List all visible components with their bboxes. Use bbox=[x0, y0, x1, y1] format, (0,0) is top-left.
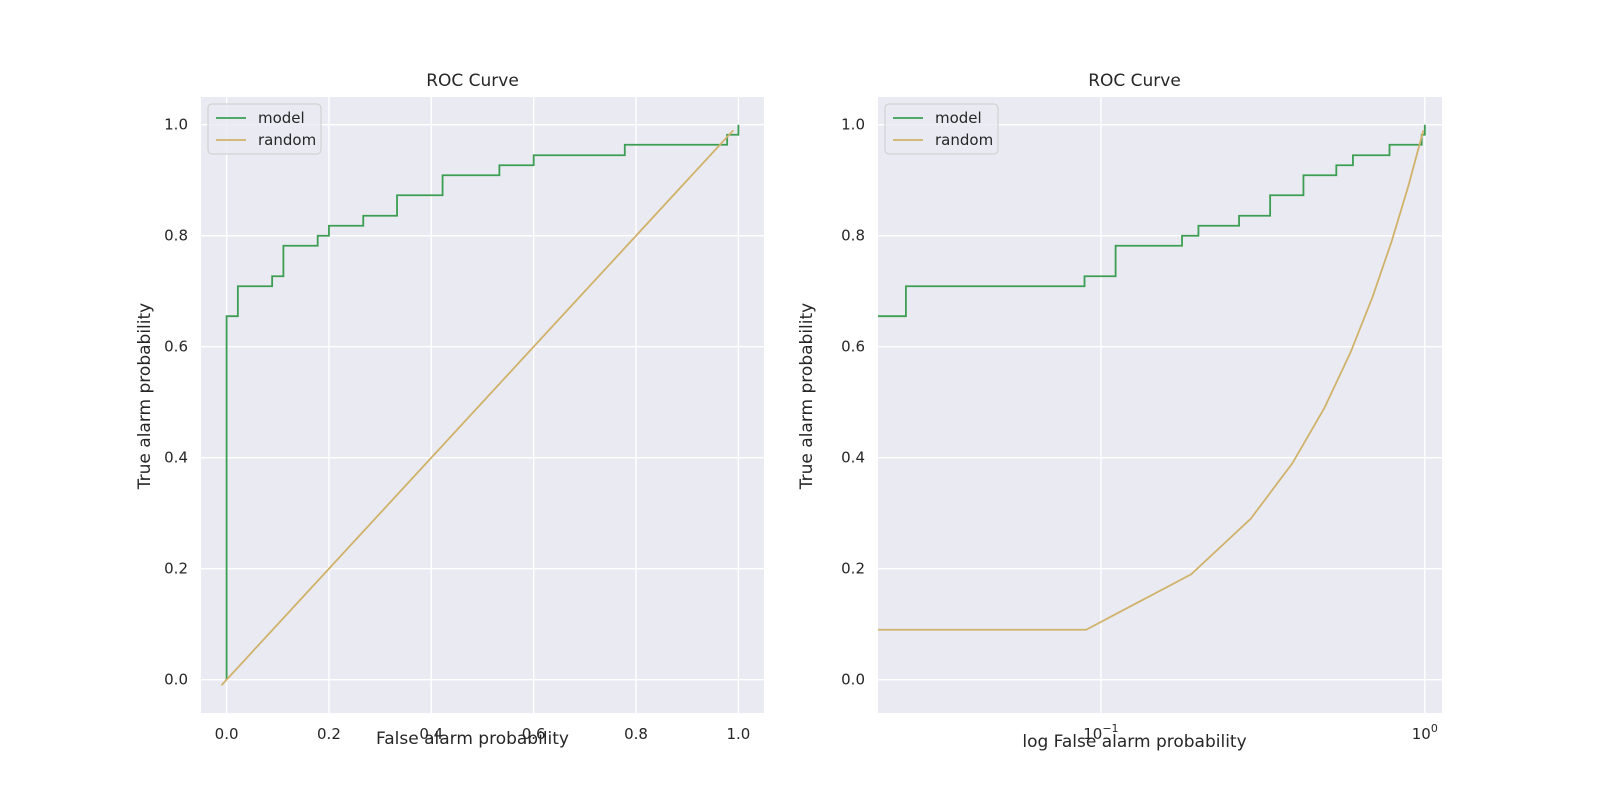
y-tick-label: 0.6 bbox=[841, 338, 865, 356]
y-tick-label: 1.0 bbox=[841, 116, 865, 134]
x-tick-label: 100 bbox=[1412, 722, 1438, 743]
x-tick-label: 0.4 bbox=[419, 725, 443, 743]
legend: model random bbox=[884, 103, 999, 155]
legend-label-model: model bbox=[258, 109, 305, 127]
y-tick-label: 0.6 bbox=[164, 338, 188, 356]
series-line-random bbox=[878, 130, 1425, 631]
y-tick-label: 0.8 bbox=[164, 227, 188, 245]
y-tick-label: 0.4 bbox=[164, 449, 188, 467]
x-axis-label: False alarm probability bbox=[376, 729, 569, 749]
x-axis-label: log False alarm probability bbox=[1022, 732, 1246, 752]
series-line-random bbox=[220, 129, 734, 686]
legend: model random bbox=[207, 103, 322, 155]
y-axis-label: True alarm probability bbox=[797, 303, 817, 490]
x-tick-label: 0.2 bbox=[317, 725, 341, 743]
x-tick-label: 0.8 bbox=[624, 725, 648, 743]
legend-box bbox=[207, 103, 322, 155]
chart-title: ROC Curve bbox=[426, 71, 519, 91]
x-tick-label: 1.0 bbox=[726, 725, 750, 743]
y-tick-label: 0.4 bbox=[841, 449, 865, 467]
legend-label-random: random bbox=[258, 131, 316, 149]
series-line-model bbox=[225, 124, 740, 680]
legend-label-random: random bbox=[935, 131, 993, 149]
plot-area bbox=[878, 97, 1442, 713]
y-tick-label: 0.2 bbox=[841, 560, 865, 578]
y-tick-label: 0.0 bbox=[841, 671, 865, 689]
y-axis-label: True alarm probability bbox=[135, 303, 155, 490]
y-tick-label: 1.0 bbox=[164, 116, 188, 134]
y-tick-label: 0.0 bbox=[164, 671, 188, 689]
x-tick-label: 0.6 bbox=[522, 725, 546, 743]
y-tick-label: 0.2 bbox=[164, 560, 188, 578]
x-tick-label: 10−1 bbox=[1083, 722, 1118, 743]
roc-chart-linear: 0.0 0.2 0.4 0.6 0.8 1.0 0.0 0.2 0.4 0.6 0.8 1.0 mode… bbox=[135, 71, 764, 749]
series-line-model bbox=[878, 124, 1426, 318]
chart-title: ROC Curve bbox=[1088, 71, 1181, 91]
roc-chart-log: 0.0 0.2 0.4 0.6 0.8 1.0 10−1 100 model random ROC… bbox=[797, 71, 1442, 752]
y-tick-label: 0.8 bbox=[841, 227, 865, 245]
x-tick-label: 0.0 bbox=[215, 725, 239, 743]
legend-label-model: model bbox=[935, 109, 982, 127]
legend-box bbox=[884, 103, 999, 155]
